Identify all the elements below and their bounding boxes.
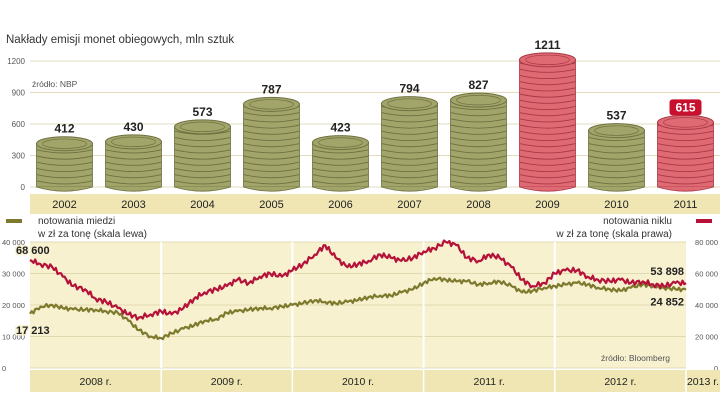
coin-y-tick-label: 300 [12, 152, 26, 161]
right-tick-label: 40 000 [695, 301, 718, 310]
legend-swatch-copper [6, 219, 22, 223]
year-label: 2010 r. [342, 376, 374, 388]
coin-bottom [244, 187, 300, 191]
legend-nickel-line2: w zł za tonę (skala prawa) [555, 229, 672, 240]
coin-category-label: 2008 [466, 199, 490, 211]
right-tick-label: 80 000 [695, 238, 718, 247]
value-label: 787 [261, 82, 281, 96]
coin-category-label: 2009 [535, 199, 559, 211]
coin-bottom [37, 187, 93, 191]
year-label: 2009 r. [211, 376, 243, 388]
value-label: 573 [192, 105, 212, 119]
legend-swatch-nickel [696, 219, 712, 223]
coin-stack-body [451, 100, 507, 187]
coin-y-tick-label: 900 [12, 89, 26, 98]
coin-bottom [658, 187, 714, 191]
coin-bottom [451, 187, 507, 191]
end-value-label: 24 852 [650, 297, 684, 309]
coin-y-tick-label: 600 [12, 120, 26, 129]
value-label: 615 [675, 100, 695, 114]
year-label: 2013 r. [687, 376, 719, 388]
coin-source: źródło: NBP [32, 79, 78, 89]
legend-copper: notowania miedzi w zł za tonę (skala lew… [6, 216, 147, 240]
end-value-label: 68 600 [16, 245, 50, 257]
end-value-label: 17 213 [16, 325, 50, 337]
coin-stack-2004: 573 [175, 105, 231, 191]
coin-category-label: 2004 [190, 199, 214, 211]
coin-y-tick-label: 0 [21, 183, 26, 192]
coin-bottom [175, 187, 231, 191]
left-tick-label: 0 [2, 364, 6, 373]
coin-y-ticks: 0 300 600 900 1200 [7, 57, 25, 192]
coin-category-label: 2005 [259, 199, 283, 211]
right-tick-label: 60 000 [695, 270, 718, 279]
coin-category-label: 2007 [397, 199, 421, 211]
coin-y-tick-label: 1200 [7, 57, 25, 66]
end-value-label: 53 898 [650, 266, 684, 278]
coin-category-label: 2011 [674, 199, 698, 211]
value-label: 1211 [534, 38, 560, 52]
coin-stack-2008: 827 [451, 78, 507, 191]
coin-category-label: 2010 [604, 199, 628, 211]
value-label: 794 [399, 82, 419, 96]
left-tick-label: 30 000 [2, 270, 25, 279]
coin-stack-2006: 423 [313, 121, 369, 192]
left-tick-label: 20 000 [2, 301, 25, 310]
coin-category-label: 2006 [328, 199, 352, 211]
value-label: 537 [606, 109, 626, 123]
value-label: 423 [330, 121, 350, 135]
coin-stack-body [244, 104, 300, 187]
coin-stack-2010: 537 [589, 109, 645, 192]
legend-copper-line2: w zł za tonę (skala lewa) [37, 229, 147, 240]
coin-bottom [313, 187, 369, 191]
coin-bottom [106, 187, 162, 191]
value-label: 412 [54, 122, 74, 136]
legend-nickel-line1: notowania niklu [603, 216, 672, 227]
value-label: 430 [123, 120, 143, 134]
coin-stack-2002: 412 [37, 122, 93, 191]
coin-chart: Nakłady emisji monet obiegowych, mln szt… [6, 34, 720, 214]
chart-title: Nakłady emisji monet obiegowych, mln szt… [6, 34, 234, 46]
coin-category-label: 2003 [121, 199, 145, 211]
legend-copper-line1: notowania miedzi [38, 216, 115, 227]
coin-stack-2003: 430 [106, 120, 162, 191]
right-tick-label: 20 000 [695, 333, 718, 342]
coin-stack-2009: 1211 [520, 38, 576, 191]
year-label: 2008 r. [80, 376, 112, 388]
coin-category-label: 2002 [52, 199, 76, 211]
coin-bottom [589, 187, 645, 191]
year-label: 2012 r. [604, 376, 636, 388]
coin-stack-2005: 787 [244, 82, 300, 191]
year-label: 2011 r. [474, 376, 505, 388]
left-axis-ticks: 010 00020 00030 00040 000 [2, 238, 25, 373]
line-source: źródło: Bloomberg [601, 353, 670, 363]
coin-bottom [382, 187, 438, 191]
coin-stack-2007: 794 [382, 82, 438, 192]
metal-price-chart: notowania miedzi w zł za tonę (skala lew… [2, 216, 720, 392]
legend-nickel: notowania niklu w zł za tonę (skala praw… [555, 216, 712, 240]
coin-stack-2011: 615 [658, 99, 714, 191]
coin-bottom [520, 187, 576, 191]
right-axis-ticks: 0 20 000 40 000 60 000 80 000 [695, 238, 718, 373]
value-label: 827 [468, 78, 488, 92]
